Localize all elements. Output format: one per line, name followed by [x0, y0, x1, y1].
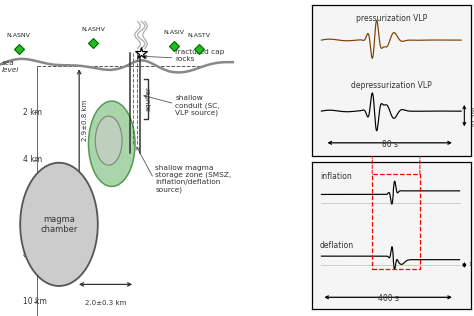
Text: sea
level: sea level: [1, 60, 19, 73]
Text: depressurization VLP: depressurization VLP: [351, 81, 432, 90]
Text: 80 s: 80 s: [382, 140, 398, 149]
Text: magma
chamber: magma chamber: [40, 215, 78, 234]
Text: 2.0±0.3 km: 2.0±0.3 km: [85, 300, 126, 306]
Text: 400 s: 400 s: [378, 294, 399, 303]
Text: 4 km: 4 km: [23, 155, 42, 164]
Text: deflation: deflation: [320, 241, 354, 250]
Ellipse shape: [89, 101, 135, 186]
Text: N.ASHV: N.ASHV: [81, 27, 105, 32]
Text: 2.9±0.8 km: 2.9±0.8 km: [82, 100, 88, 141]
Text: aquifer: aquifer: [146, 86, 151, 111]
Text: N.ASTV: N.ASTV: [187, 33, 210, 38]
Ellipse shape: [95, 116, 122, 165]
Text: inflation: inflation: [320, 172, 352, 181]
Bar: [372, 174, 420, 269]
Text: shallow magma
storage zone (SMSZ,
inflation/deflation
source): shallow magma storage zone (SMSZ, inflat…: [155, 165, 231, 192]
Text: 2 km: 2 km: [23, 108, 42, 117]
Text: 6 km: 6 km: [23, 203, 42, 211]
Ellipse shape: [20, 163, 98, 286]
Text: 1 μm: 1 μm: [469, 263, 474, 267]
Text: 10 km: 10 km: [23, 297, 47, 306]
Text: fractured cap
rocks: fractured cap rocks: [175, 49, 225, 62]
Text: N.ASNV: N.ASNV: [7, 33, 30, 38]
Text: N.ASIV: N.ASIV: [164, 30, 184, 35]
Text: shallow
conduit (SC,
VLP source): shallow conduit (SC, VLP source): [175, 95, 220, 116]
Text: 8 km: 8 km: [23, 250, 42, 259]
Text: pressurization VLP: pressurization VLP: [356, 15, 427, 23]
Text: 0.1-200
μm/s: 0.1-200 μm/s: [473, 106, 474, 126]
